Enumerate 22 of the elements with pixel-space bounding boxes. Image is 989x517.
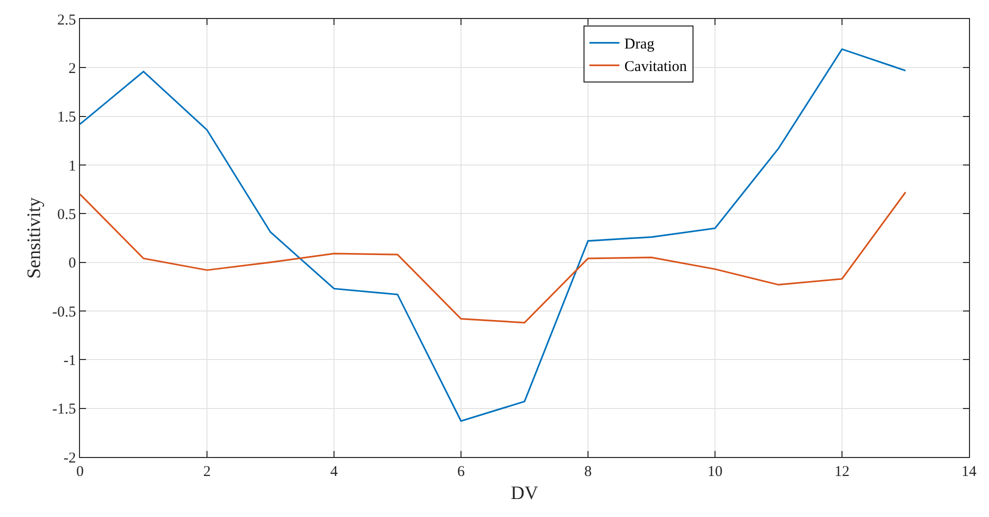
legend-label: Cavitation: [624, 59, 688, 76]
y-tick-label: -0.5: [52, 304, 76, 320]
y-tick-label: 0.5: [57, 206, 76, 223]
y-tick-label: -2: [64, 450, 76, 466]
x-axis-title: DV: [510, 482, 538, 504]
y-tick-label: -1: [64, 352, 76, 369]
y-axis-title: Sensitivity: [24, 196, 46, 279]
line-series: [80, 191, 906, 324]
y-tick-label: 1.5: [57, 110, 76, 126]
x-tick-label: 12: [834, 464, 850, 480]
y-tick-label: 1: [68, 158, 76, 174]
x-tick-label: 6: [457, 464, 466, 480]
y-tick-label: 2: [68, 60, 76, 77]
x-tick-label: 4: [330, 464, 338, 480]
y-tick-label: 2.5: [57, 12, 76, 28]
x-tick-label: 8: [584, 464, 592, 480]
y-tick-label: 0: [68, 256, 76, 272]
y-tick-label: -1.5: [52, 402, 76, 418]
x-tick-label: 14: [962, 464, 977, 480]
x-tick-label: 2: [203, 464, 211, 480]
x-tick-label: 10: [708, 464, 722, 480]
legend-label: Drag: [624, 36, 655, 53]
